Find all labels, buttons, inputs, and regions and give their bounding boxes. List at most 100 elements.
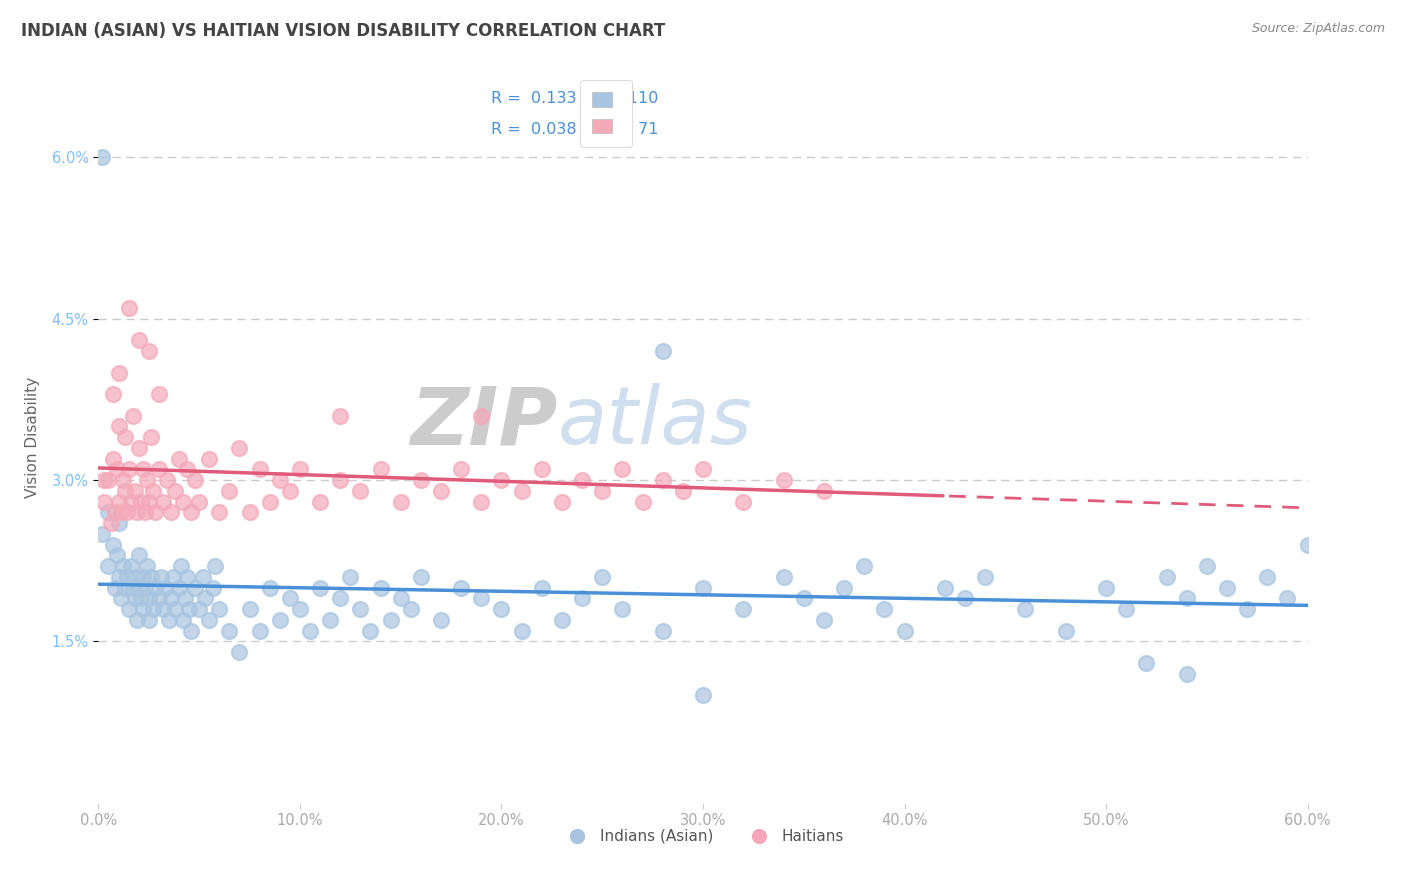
Point xyxy=(793,591,815,606)
Point xyxy=(370,581,392,595)
Point xyxy=(1135,656,1157,670)
Point xyxy=(107,366,129,380)
Point xyxy=(934,581,956,595)
Point xyxy=(399,602,422,616)
Point xyxy=(651,624,673,638)
Point xyxy=(1296,538,1319,552)
Point xyxy=(202,581,225,595)
Point xyxy=(110,591,132,606)
Point xyxy=(591,570,613,584)
Point xyxy=(107,516,129,530)
Point xyxy=(218,483,240,498)
Point xyxy=(93,473,115,487)
Point xyxy=(309,494,332,508)
Point xyxy=(163,602,186,616)
Point xyxy=(269,473,291,487)
Point xyxy=(160,591,183,606)
Point xyxy=(491,473,513,487)
Point xyxy=(893,624,915,638)
Point xyxy=(124,591,146,606)
Point xyxy=(198,613,221,627)
Point xyxy=(160,505,183,519)
Point xyxy=(179,602,201,616)
Point xyxy=(1277,591,1299,606)
Point xyxy=(259,581,281,595)
Point xyxy=(103,505,125,519)
Point xyxy=(100,516,122,530)
Point xyxy=(651,344,673,359)
Point xyxy=(571,473,593,487)
Point xyxy=(115,570,138,584)
Point xyxy=(1216,581,1239,595)
Point xyxy=(974,570,997,584)
Point xyxy=(339,570,361,584)
Point xyxy=(138,344,160,359)
Point xyxy=(772,570,794,584)
Point xyxy=(107,419,129,434)
Point xyxy=(114,581,136,595)
Point xyxy=(135,559,157,574)
Point xyxy=(111,559,134,574)
Point xyxy=(163,483,186,498)
Point xyxy=(193,570,215,584)
Point xyxy=(430,613,453,627)
Point xyxy=(430,483,453,498)
Point xyxy=(157,613,180,627)
Point xyxy=(118,462,141,476)
Point xyxy=(105,462,128,476)
Point xyxy=(389,494,412,508)
Point xyxy=(198,451,221,466)
Point xyxy=(360,624,382,638)
Point xyxy=(208,505,231,519)
Point xyxy=(162,570,184,584)
Point xyxy=(1256,570,1278,584)
Point xyxy=(188,602,211,616)
Point xyxy=(132,570,155,584)
Point xyxy=(239,505,262,519)
Point xyxy=(288,602,311,616)
Point xyxy=(1156,570,1178,584)
Point xyxy=(139,570,162,584)
Point xyxy=(110,505,132,519)
Point xyxy=(1175,666,1198,681)
Point xyxy=(1095,581,1118,595)
Point xyxy=(772,473,794,487)
Point xyxy=(853,559,876,574)
Point xyxy=(591,483,613,498)
Point xyxy=(228,645,250,659)
Point xyxy=(288,462,311,476)
Point xyxy=(409,570,432,584)
Point xyxy=(309,581,332,595)
Point xyxy=(813,483,835,498)
Point xyxy=(176,570,198,584)
Point xyxy=(174,591,197,606)
Point xyxy=(134,505,156,519)
Point xyxy=(832,581,855,595)
Point xyxy=(148,387,170,401)
Text: INDIAN (ASIAN) VS HAITIAN VISION DISABILITY CORRELATION CHART: INDIAN (ASIAN) VS HAITIAN VISION DISABIL… xyxy=(21,22,665,40)
Text: Source: ZipAtlas.com: Source: ZipAtlas.com xyxy=(1251,22,1385,36)
Point xyxy=(121,581,143,595)
Point xyxy=(380,613,402,627)
Point xyxy=(138,591,160,606)
Point xyxy=(139,430,162,444)
Point xyxy=(134,581,156,595)
Point xyxy=(329,591,352,606)
Point xyxy=(651,473,673,487)
Point xyxy=(208,602,231,616)
Point xyxy=(107,494,129,508)
Point xyxy=(873,602,896,616)
Point xyxy=(329,409,352,423)
Point xyxy=(138,494,160,508)
Point xyxy=(1175,591,1198,606)
Point xyxy=(101,387,124,401)
Point xyxy=(953,591,976,606)
Point xyxy=(97,505,120,519)
Point xyxy=(125,613,148,627)
Text: ZIP: ZIP xyxy=(411,384,558,461)
Text: atlas: atlas xyxy=(558,384,752,461)
Point xyxy=(101,451,124,466)
Y-axis label: Vision Disability: Vision Disability xyxy=(25,376,41,498)
Point xyxy=(329,473,352,487)
Point xyxy=(114,483,136,498)
